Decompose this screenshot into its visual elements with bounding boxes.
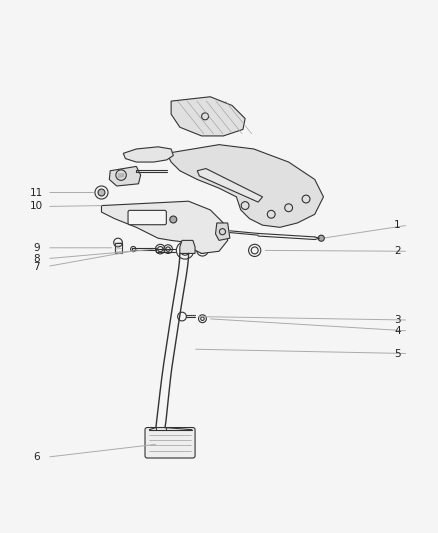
Circle shape (170, 216, 177, 223)
Text: 11: 11 (30, 188, 43, 198)
Text: 9: 9 (33, 243, 39, 253)
Polygon shape (171, 97, 245, 136)
Text: 6: 6 (33, 452, 39, 462)
Text: 7: 7 (33, 262, 39, 271)
Text: 2: 2 (394, 246, 401, 256)
Polygon shape (180, 240, 195, 254)
Circle shape (183, 248, 187, 253)
Text: 8: 8 (33, 254, 39, 264)
Circle shape (98, 189, 105, 196)
Text: 3: 3 (394, 315, 401, 325)
Polygon shape (197, 168, 262, 202)
Bar (115, 243, 121, 254)
Polygon shape (102, 201, 228, 254)
Polygon shape (167, 144, 323, 228)
Circle shape (318, 235, 324, 241)
FancyBboxPatch shape (145, 427, 195, 458)
Text: 5: 5 (394, 349, 401, 359)
Polygon shape (110, 166, 141, 186)
Text: 1: 1 (394, 220, 401, 230)
Polygon shape (123, 147, 173, 162)
Text: 4: 4 (394, 326, 401, 336)
Text: 10: 10 (30, 201, 43, 212)
Polygon shape (215, 223, 230, 240)
FancyBboxPatch shape (128, 211, 166, 225)
